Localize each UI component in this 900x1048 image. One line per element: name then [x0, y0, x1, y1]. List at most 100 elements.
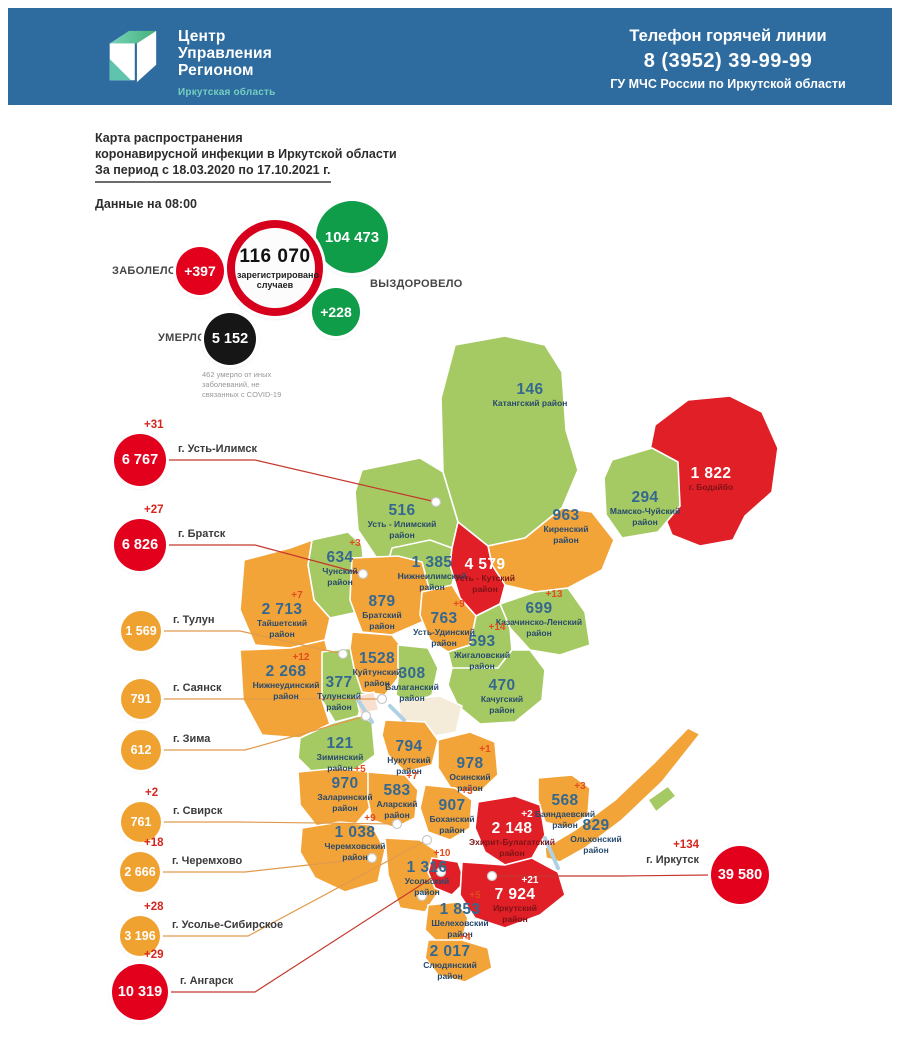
- city-delta: +29: [144, 949, 164, 961]
- district-label: 308 Балаганский район: [337, 665, 487, 703]
- district-value: 907: [438, 797, 466, 814]
- district-name: район: [469, 660, 495, 671]
- callout-line: [161, 630, 344, 655]
- district-delta: +9: [364, 813, 376, 824]
- district-delta: +3: [461, 786, 473, 797]
- district-value: 308: [398, 665, 426, 682]
- district-value: 763: [430, 610, 458, 627]
- district-label: 829 Ольхонский район: [521, 817, 671, 855]
- header: Центр Управления Регионом Иркутская обла…: [8, 8, 892, 105]
- district-delta: +10: [433, 848, 451, 859]
- district-name: Нижнеудинский: [252, 680, 320, 690]
- district-name: район: [439, 824, 465, 835]
- district-value: 294: [631, 489, 659, 506]
- district-label: 963 Киренский район: [491, 507, 641, 545]
- city-callout-circle: 39 580: [711, 846, 769, 904]
- district-value: 978: [456, 755, 484, 772]
- hotline-label: Телефон горячей линии: [629, 27, 827, 45]
- district-value: 2 148: [491, 820, 533, 837]
- sick-delta-value: +397: [184, 263, 216, 279]
- died-circle: 5 152: [204, 313, 256, 365]
- district-label: 146 Катангский район: [455, 381, 605, 409]
- district-label: +5 970 Заларинский район: [270, 764, 420, 813]
- city-callout-circle: 6 826: [114, 519, 166, 571]
- recovered-label: ВЫЗДОРОВЕЛО: [370, 278, 463, 290]
- city-delta: +134: [673, 839, 699, 851]
- district-name: Жигаловский: [453, 650, 511, 660]
- title-line2: коронавирусной инфекции в Иркутской обла…: [95, 147, 397, 161]
- district-label: 470 Качугский район: [427, 677, 577, 715]
- region-shape-ust-udinsky: [419, 584, 477, 653]
- district-label: 4 579 Усть - Кутский район: [410, 556, 560, 594]
- region-shape-kuytunsky: [349, 631, 401, 696]
- region-shape-shelekhovsky: [424, 901, 469, 946]
- district-name: Чунский: [322, 566, 358, 576]
- district-label: +21 7 924 Иркутский район: [440, 875, 590, 924]
- city-dot: [486, 870, 498, 882]
- cube-logo-icon: [109, 30, 157, 83]
- district-name: район: [499, 847, 525, 858]
- recovered-delta-circle: +228: [312, 288, 360, 336]
- died-value: 5 152: [211, 331, 249, 347]
- hotline-block: Телефон горячей линии 8 (3952) 39-99-99 …: [563, 27, 893, 91]
- city-callout-circle: 1 569: [121, 611, 161, 651]
- district-value: 829: [582, 817, 610, 834]
- district-delta: +21: [521, 875, 539, 886]
- registered-circle: 116 070 зарегистрировано случаев: [227, 220, 323, 316]
- district-name: район: [489, 704, 515, 715]
- district-value: 593: [468, 633, 496, 650]
- recovered-delta-value: +228: [320, 304, 352, 320]
- district-name: Черемховский: [324, 841, 386, 851]
- city-callout-circle: 2 666: [120, 852, 160, 892]
- deaths-note: 462 умерло от иных заболеваний, не связа…: [202, 370, 282, 399]
- city-tag: +134 г. Иркутск: [539, 838, 699, 868]
- city-dot: [376, 693, 388, 705]
- district-value: 583: [383, 782, 411, 799]
- district-label: +9 1 038 Черемховский район: [280, 813, 430, 862]
- district-delta: +2: [521, 809, 533, 820]
- district-name: район: [269, 628, 295, 639]
- district-name: район: [502, 913, 528, 924]
- district-label: 1 385 Нижнеилимский район: [357, 554, 507, 592]
- callout-line: [168, 871, 442, 993]
- city-callout-circle: 612: [121, 730, 161, 770]
- region-shape-angarsky: [427, 857, 466, 896]
- district-label: +14 593 Жигаловский район: [407, 622, 557, 671]
- region-shape-olkhonsky: [544, 727, 701, 863]
- region-shape-bodaibinsky: [647, 395, 779, 547]
- region-shape-slyudyansky: [424, 939, 493, 983]
- city-delta: +2: [145, 787, 159, 799]
- district-name: район: [632, 516, 658, 527]
- district-name: район: [332, 802, 358, 813]
- region-shape-osinsky: [437, 731, 499, 793]
- district-label: 1 822 г. Бодайбо: [636, 465, 786, 493]
- district-delta: +3: [349, 538, 361, 549]
- district-name: район: [472, 583, 498, 594]
- district-name: район: [414, 886, 440, 897]
- city-callout-circle: 791: [121, 679, 161, 719]
- region-shape-zhigalovsky: [447, 603, 513, 673]
- died-label: УМЕРЛО: [158, 332, 207, 344]
- city-dot: [360, 710, 372, 722]
- district-name: Нижнеилимский: [397, 571, 467, 581]
- district-delta: +3: [574, 781, 586, 792]
- district-value: 699: [525, 600, 553, 617]
- city-dot: [337, 648, 349, 660]
- district-delta: +4: [459, 932, 471, 943]
- region-shape-bayandaevsky: [537, 774, 591, 829]
- region-shape-nukutsky: [381, 719, 439, 773]
- district-name: район: [419, 581, 445, 592]
- region-shape-alarsky: [367, 771, 419, 829]
- district-name: район: [553, 534, 579, 545]
- district-name: Тулунский: [316, 691, 362, 701]
- district-name: район: [447, 928, 473, 939]
- district-label: +7 583 Аларский район: [322, 771, 472, 820]
- district-value: 794: [395, 738, 423, 755]
- city-name: г. Братск: [178, 528, 226, 540]
- district-name: район: [583, 844, 609, 855]
- region-shape-chunsky: [307, 531, 367, 619]
- district-name: Зиминский: [316, 752, 364, 762]
- logo-title-line3: Регионом: [178, 62, 254, 79]
- city-callout-circle: 6 767: [114, 434, 166, 486]
